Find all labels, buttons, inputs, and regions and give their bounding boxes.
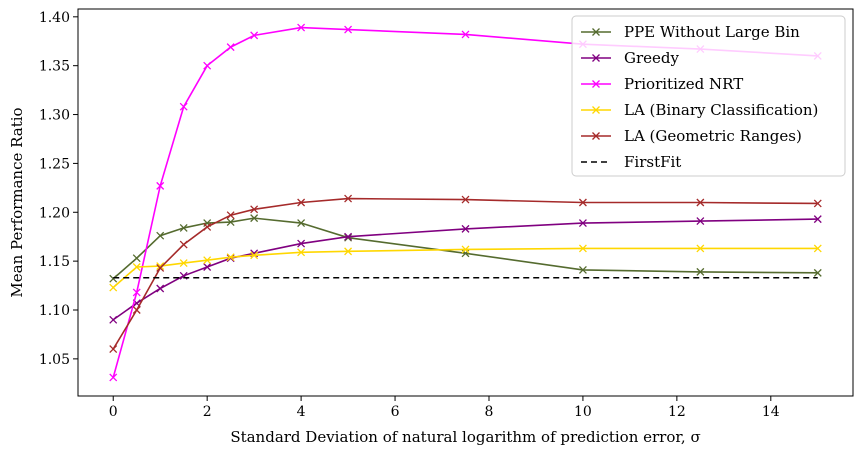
data-point-marker bbox=[696, 267, 705, 276]
y-axis: 1.05 1.10 1.15 1.20 1.25 1.30 1.35 1.40 bbox=[39, 10, 78, 368]
data-point-marker bbox=[132, 254, 141, 263]
data-point-marker bbox=[156, 181, 165, 190]
data-point-marker bbox=[297, 219, 306, 227]
data-point-marker bbox=[179, 259, 188, 268]
data-point-marker bbox=[344, 233, 353, 242]
data-point-marker bbox=[344, 25, 353, 34]
x-axis: 0 2 4 6 8 10 12 14 bbox=[109, 396, 780, 420]
y-axis-label: Mean Performance Ratio bbox=[8, 107, 26, 297]
data-point-marker bbox=[461, 224, 470, 233]
data-point-marker bbox=[297, 248, 306, 257]
data-point-marker bbox=[132, 306, 141, 314]
data-point-marker bbox=[109, 274, 118, 283]
data-point-marker bbox=[696, 244, 705, 253]
x-tick-label: 4 bbox=[297, 404, 306, 420]
data-point-marker bbox=[813, 244, 822, 253]
data-point-marker bbox=[226, 43, 235, 52]
y-tick-label: 1.10 bbox=[39, 303, 70, 319]
data-point-marker bbox=[461, 245, 470, 254]
legend: PPE Without Large Bin Greedy Prioritized N… bbox=[571, 15, 846, 177]
data-point-marker bbox=[813, 268, 822, 277]
data-point-marker bbox=[203, 61, 212, 70]
y-tick-label: 1.05 bbox=[39, 352, 70, 368]
legend-swatch-marker-la-geometric-ranges bbox=[592, 132, 600, 140]
data-point-marker bbox=[109, 345, 118, 354]
plot-frame bbox=[77, 8, 854, 397]
data-point-marker bbox=[696, 217, 705, 226]
data-point-marker bbox=[250, 31, 259, 40]
y-tick-label: 1.20 bbox=[39, 205, 70, 221]
series-ppe-without-large-bin bbox=[109, 214, 822, 283]
data-point-marker bbox=[344, 232, 353, 241]
data-point-marker bbox=[226, 211, 235, 220]
data-point-marker bbox=[250, 205, 259, 214]
data-point-marker bbox=[344, 194, 353, 203]
data-point-marker bbox=[461, 30, 470, 39]
data-point-marker bbox=[250, 214, 259, 223]
legend-label-greedy: Greedy bbox=[624, 49, 680, 67]
data-point-marker bbox=[109, 315, 118, 324]
data-point-marker bbox=[226, 253, 235, 262]
legend-swatch-marker-greedy bbox=[592, 54, 600, 62]
series-la-geometric-ranges bbox=[109, 194, 822, 354]
legend-label-firstfit: FirstFit bbox=[624, 153, 681, 171]
y-tick-label: 1.30 bbox=[39, 108, 70, 124]
data-point-marker bbox=[179, 102, 188, 111]
x-tick-label: 6 bbox=[391, 404, 400, 420]
legend-label-prioritized-nrt: Prioritized NRT bbox=[624, 75, 743, 93]
data-point-marker bbox=[344, 247, 353, 256]
data-point-marker bbox=[250, 251, 259, 260]
data-point-marker bbox=[132, 263, 141, 271]
data-point-marker bbox=[156, 231, 165, 240]
x-tick-label: 14 bbox=[762, 404, 780, 420]
data-point-marker bbox=[156, 262, 165, 270]
data-point-marker bbox=[813, 199, 822, 208]
data-point-marker bbox=[297, 23, 306, 32]
data-point-marker bbox=[226, 254, 235, 263]
data-point-marker bbox=[109, 283, 118, 292]
data-point-marker bbox=[156, 264, 165, 272]
x-tick-label: 12 bbox=[668, 404, 686, 420]
data-point-marker bbox=[578, 265, 587, 274]
x-axis-label: Standard Deviation of natural logarithm … bbox=[230, 428, 700, 446]
legend-box bbox=[571, 15, 846, 177]
x-tick-label: 8 bbox=[485, 404, 494, 420]
data-point-marker bbox=[226, 218, 235, 227]
data-point-marker bbox=[203, 256, 212, 265]
data-point-marker bbox=[109, 373, 118, 382]
y-tick-label: 1.25 bbox=[39, 156, 70, 172]
data-point-marker bbox=[578, 244, 587, 253]
data-point-marker bbox=[132, 288, 141, 297]
data-point-marker bbox=[461, 195, 470, 204]
legend-swatch-marker-prioritized-nrt bbox=[592, 80, 600, 88]
x-tick-label: 10 bbox=[574, 404, 592, 420]
series-la-binary-classification bbox=[109, 244, 822, 292]
y-tick-label: 1.35 bbox=[39, 59, 70, 75]
y-tick-label: 1.40 bbox=[39, 10, 70, 26]
data-point-marker bbox=[578, 219, 587, 227]
legend-label-la-binary-classification: LA (Binary Classification) bbox=[624, 101, 818, 119]
data-point-marker bbox=[297, 239, 306, 248]
legend-swatch-marker-ppe-without-large-bin bbox=[592, 28, 600, 36]
data-point-marker bbox=[179, 223, 188, 232]
data-point-marker bbox=[297, 198, 306, 207]
x-tick-label: 2 bbox=[203, 404, 212, 420]
data-point-marker bbox=[156, 284, 165, 293]
data-point-marker bbox=[813, 215, 822, 224]
legend-label-la-geometric-ranges: LA (Geometric Ranges) bbox=[624, 127, 802, 145]
data-point-marker bbox=[203, 263, 212, 271]
chart-marks bbox=[109, 23, 822, 382]
data-point-marker bbox=[578, 198, 587, 207]
data-point-marker bbox=[179, 240, 188, 249]
data-point-marker bbox=[696, 198, 705, 207]
legend-swatch-marker-la-binary-classification bbox=[592, 106, 600, 114]
data-point-marker bbox=[203, 222, 212, 231]
y-tick-label: 1.15 bbox=[39, 254, 70, 270]
x-tick-label: 0 bbox=[109, 404, 118, 420]
legend-label-ppe-without-large-bin: PPE Without Large Bin bbox=[624, 23, 800, 41]
